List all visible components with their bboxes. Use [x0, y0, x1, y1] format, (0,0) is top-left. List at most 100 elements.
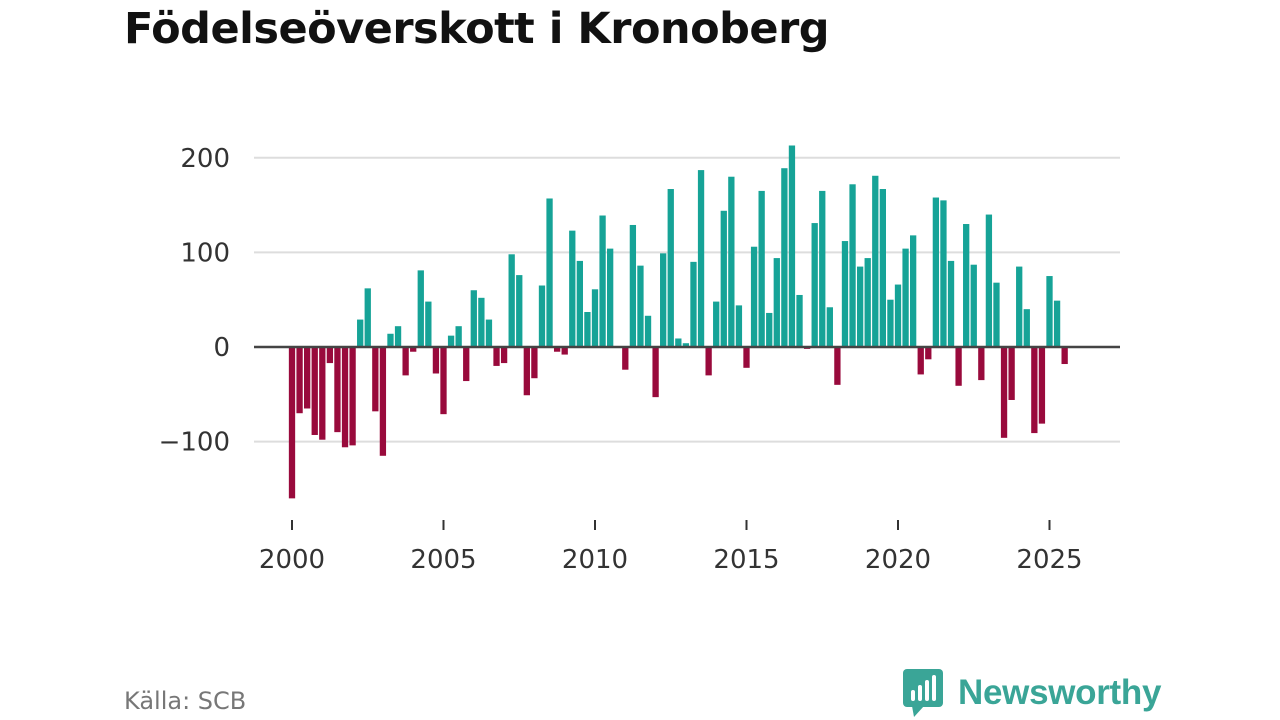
bar	[720, 210, 727, 347]
bar	[432, 347, 440, 374]
bar	[553, 347, 561, 352]
bar	[1038, 347, 1046, 424]
bar	[879, 189, 886, 347]
bar	[925, 347, 932, 360]
bar	[394, 326, 402, 347]
bar	[766, 312, 773, 347]
bar	[357, 319, 364, 347]
bar	[781, 168, 788, 347]
bar	[417, 270, 424, 347]
bar	[311, 347, 318, 435]
bar	[463, 347, 470, 382]
bar	[887, 299, 894, 347]
bar	[341, 347, 349, 448]
bar	[970, 264, 977, 347]
bar	[538, 285, 546, 347]
bar	[1016, 266, 1023, 347]
bar	[584, 312, 591, 347]
bar	[516, 275, 523, 347]
bar	[750, 246, 758, 347]
bar	[963, 224, 970, 347]
bar	[402, 347, 409, 376]
bar	[349, 347, 356, 446]
bar	[455, 326, 462, 347]
bar	[531, 347, 538, 379]
bar	[856, 266, 864, 347]
bar	[849, 184, 856, 347]
bar	[1031, 347, 1038, 434]
y-tick-label: 100	[180, 238, 230, 268]
bar	[872, 175, 879, 347]
bar	[326, 347, 334, 364]
bar	[947, 260, 955, 347]
bar	[470, 290, 477, 347]
bar	[955, 347, 962, 386]
bar	[561, 347, 568, 355]
gridlines	[254, 156, 1120, 443]
x-tick-label: 2005	[410, 545, 476, 575]
bar	[735, 305, 743, 347]
bar	[523, 347, 530, 396]
bar	[410, 347, 417, 352]
x-tick-label: 2015	[713, 545, 779, 575]
bar	[932, 197, 940, 347]
bar	[917, 347, 924, 375]
bar	[387, 333, 394, 347]
bar	[841, 241, 849, 347]
bar	[819, 190, 826, 347]
bar	[1000, 347, 1008, 438]
bar	[713, 301, 720, 347]
bar	[796, 294, 803, 347]
bar	[372, 347, 379, 412]
bar	[319, 347, 326, 440]
bar	[690, 261, 697, 347]
bar	[364, 288, 371, 347]
bar	[334, 347, 341, 433]
bar	[705, 347, 712, 376]
bar	[288, 347, 296, 499]
bar	[811, 223, 818, 347]
bar	[743, 347, 750, 368]
bar	[652, 347, 659, 398]
bar	[644, 315, 652, 347]
bar	[834, 347, 841, 385]
bar	[296, 347, 303, 414]
bar	[1008, 347, 1015, 400]
bar	[546, 198, 553, 347]
bars	[288, 145, 1068, 499]
y-tick-label: −100	[159, 428, 230, 458]
bar	[569, 230, 576, 347]
bar	[508, 254, 515, 347]
source-label: Källa: SCB	[124, 687, 247, 715]
newsworthy-logo: Newsworthy	[902, 668, 1161, 718]
bar	[1046, 276, 1053, 347]
bar	[864, 258, 871, 347]
bar	[788, 145, 796, 347]
bar	[440, 347, 447, 415]
bar	[425, 301, 432, 347]
bar	[667, 189, 674, 347]
bar	[660, 253, 667, 347]
bar	[478, 297, 485, 347]
x-tick-label: 2000	[259, 545, 325, 575]
chart-bubble-icon	[903, 669, 943, 717]
bar	[599, 215, 606, 347]
bar	[978, 347, 985, 381]
bar	[993, 282, 1000, 347]
bar	[500, 347, 508, 364]
bar	[682, 343, 690, 347]
bar	[826, 307, 833, 347]
bar	[607, 248, 614, 347]
bar	[758, 190, 765, 347]
bar	[1053, 300, 1061, 347]
y-tick-label: 200	[180, 144, 230, 174]
bar	[379, 347, 387, 456]
bar	[773, 258, 780, 347]
bar	[910, 235, 917, 347]
x-tick-label: 2010	[562, 545, 628, 575]
bar	[447, 335, 455, 347]
bar	[622, 347, 629, 370]
bar	[591, 289, 599, 347]
bar	[304, 347, 311, 409]
